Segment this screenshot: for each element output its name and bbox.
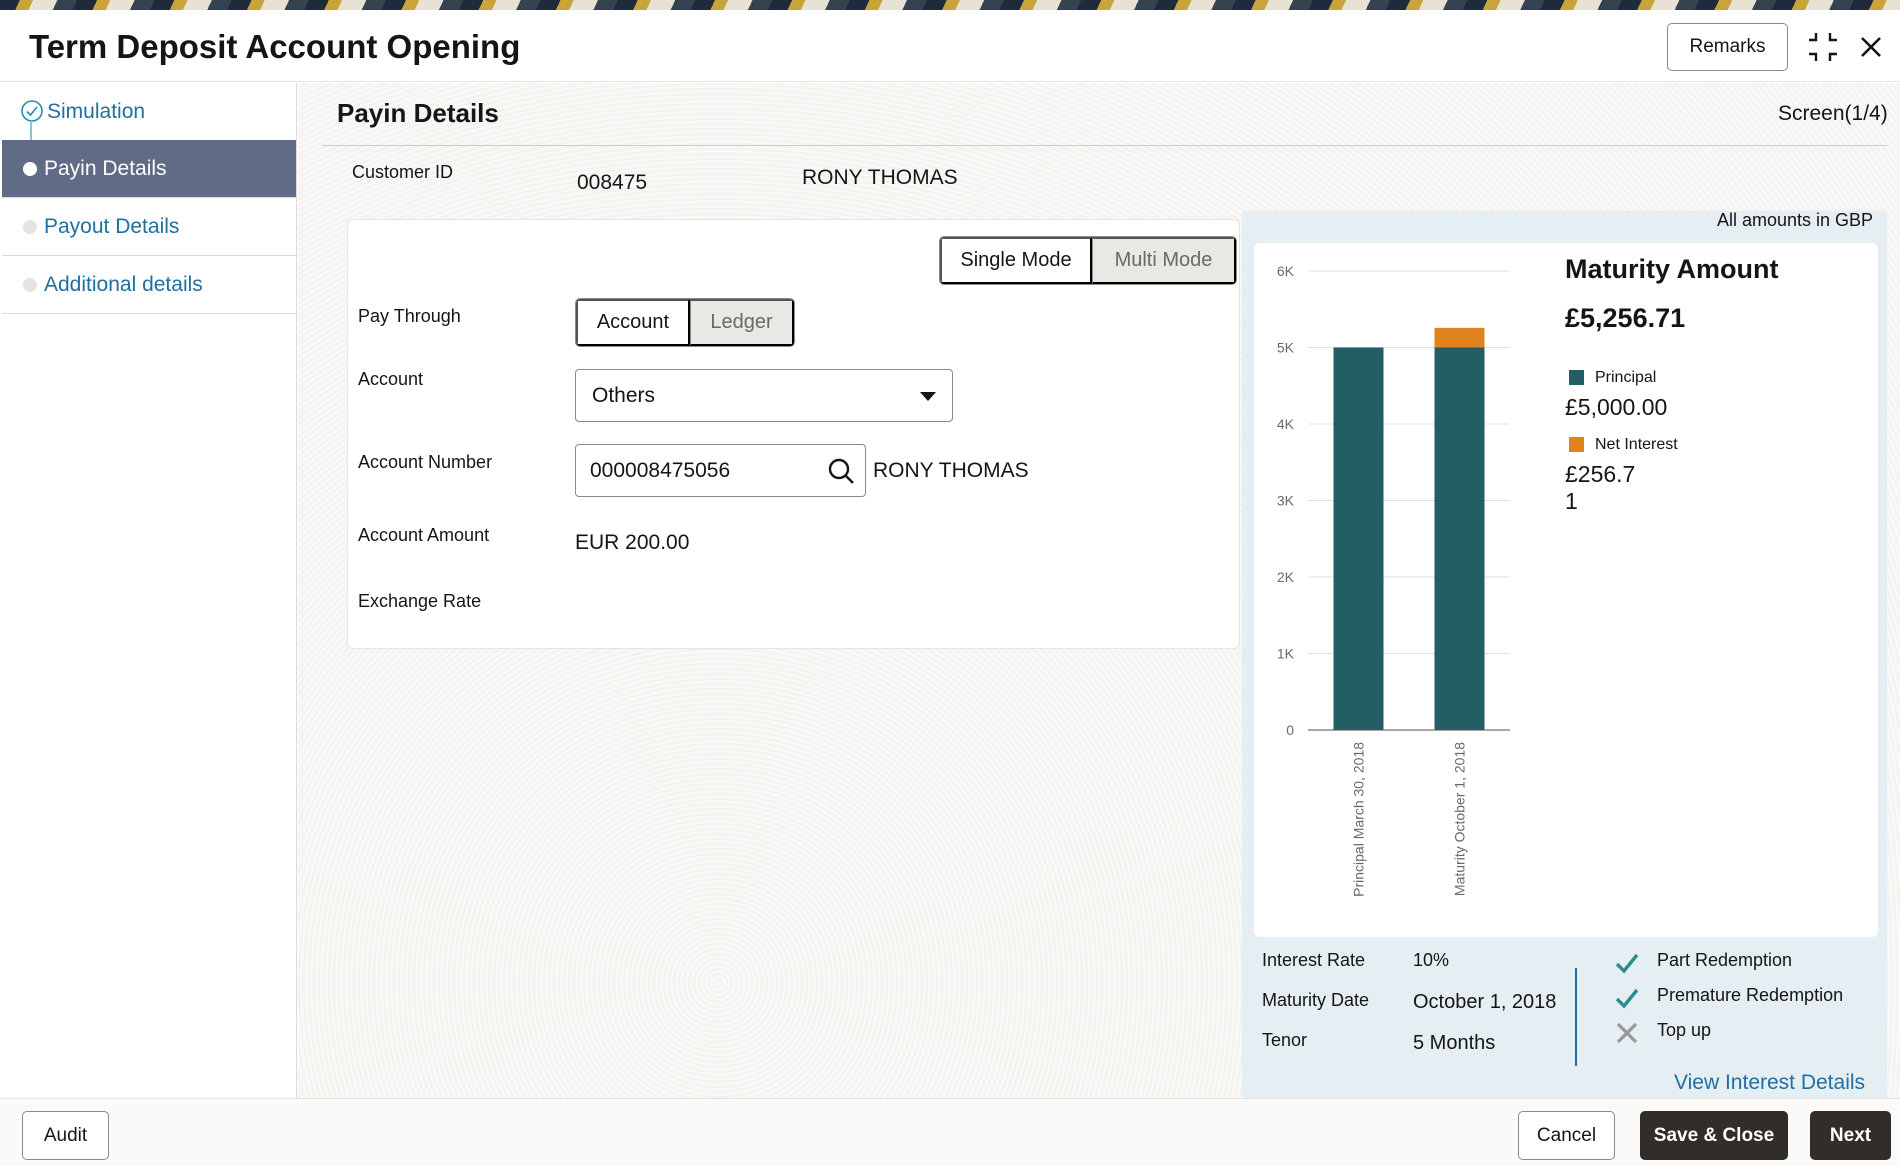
close-icon[interactable] — [1856, 32, 1886, 62]
y-tick-label: 0 — [1286, 722, 1294, 738]
account-select-value: Others — [592, 384, 656, 407]
check-circle-icon — [20, 99, 44, 123]
account-number-input[interactable] — [590, 457, 810, 485]
part-redemption-feature: Part Redemption — [1657, 950, 1793, 970]
y-tick-label: 3K — [1277, 493, 1295, 509]
bar-principal — [1434, 347, 1485, 730]
maturity-date-value: October 1, 2018 — [1413, 991, 1557, 1013]
interest-rate-value: 10% — [1413, 950, 1450, 970]
sidebar-item-label: Payout Details — [44, 214, 180, 238]
app-header: Term Deposit Account Opening Remarks — [0, 10, 1900, 82]
audit-button[interactable]: Audit — [22, 1111, 109, 1160]
account-amount-value: EUR 200.00 — [575, 531, 690, 554]
step-dot-icon — [23, 219, 37, 234]
pay-through-toggle: Account Ledger — [575, 298, 795, 347]
divider — [322, 145, 1887, 146]
premature-redemption-feature: Premature Redemption — [1657, 985, 1844, 1005]
multi-mode-button[interactable]: Multi Mode — [1091, 237, 1236, 284]
check-icon — [1614, 985, 1640, 1011]
y-tick-label: 4K — [1277, 416, 1295, 432]
currency-note: All amounts in GBP — [1717, 210, 1874, 230]
maturity-bar-chart: 0 1K 2K 3K 4K 5K 6K Principal March 30, 2018 Mat… — [1277, 263, 1510, 897]
search-icon[interactable] — [827, 457, 855, 485]
footer-bar: Audit Cancel Save & Close Next — [0, 1098, 1900, 1166]
step-dot-icon — [23, 277, 37, 292]
bar-net-interest — [1434, 327, 1485, 348]
tenor-label: Tenor — [1262, 1030, 1308, 1050]
section-title: Payin Details — [337, 98, 499, 128]
account-number-field — [575, 444, 866, 497]
sidebar-item-label: Additional details — [44, 272, 203, 296]
account-amount-label: Account Amount — [358, 525, 490, 545]
remarks-button[interactable]: Remarks — [1667, 23, 1788, 71]
y-tick-label: 1K — [1277, 646, 1295, 662]
legend-swatch-net-interest — [1569, 437, 1584, 452]
x-tick-label: Maturity October 1, 2018 — [1452, 742, 1468, 896]
account-holder-name: RONY THOMAS — [873, 459, 1029, 482]
sidebar-item-payout-details[interactable]: Payout Details — [2, 198, 296, 256]
next-button[interactable]: Next — [1810, 1111, 1891, 1160]
sidebar-item-payin-details[interactable]: Payin Details — [2, 140, 296, 198]
top-up-feature: Top up — [1657, 1020, 1712, 1040]
customer-id-value: 008475 — [577, 171, 648, 194]
account-label: Account — [358, 369, 424, 389]
sidebar-item-simulation[interactable]: Simulation — [2, 83, 296, 143]
header-banner-strip — [0, 0, 1900, 10]
legend-label-net-interest: Net Interest — [1595, 436, 1678, 453]
single-mode-button[interactable]: Single Mode — [940, 237, 1092, 284]
tenor-value: 5 Months — [1413, 1032, 1496, 1054]
legend-value-net-interest: £256.7 — [1565, 461, 1636, 487]
y-tick-label: 2K — [1277, 569, 1295, 585]
interest-rate-label: Interest Rate — [1262, 950, 1366, 970]
maturity-date-label: Maturity Date — [1262, 990, 1370, 1010]
customer-id-label: Customer ID — [352, 162, 454, 182]
collapse-icon[interactable] — [1806, 30, 1840, 64]
sidebar-item-additional-details[interactable]: Additional details — [2, 256, 296, 314]
maturity-amount-value: £5,256.71 — [1565, 303, 1686, 333]
bar-principal — [1333, 347, 1384, 730]
page-title: Term Deposit Account Opening — [29, 28, 521, 65]
check-icon — [1614, 950, 1640, 976]
summary-divider — [1575, 968, 1577, 1066]
payin-form-card — [347, 219, 1240, 649]
customer-name: RONY THOMAS — [802, 166, 958, 189]
account-select[interactable]: Others — [575, 369, 953, 422]
y-tick-label: 6K — [1277, 263, 1295, 279]
save-and-close-button[interactable]: Save & Close — [1640, 1111, 1788, 1160]
cancel-button[interactable]: Cancel — [1518, 1111, 1615, 1160]
legend-value-principal: £5,000.00 — [1565, 394, 1668, 420]
ledger-option-button[interactable]: Ledger — [689, 299, 794, 346]
account-number-label: Account Number — [358, 452, 493, 472]
step-navigation: Simulation Payin Details Payout Details … — [0, 83, 297, 1098]
legend-value-net-interest-wrap: 1 — [1565, 488, 1578, 514]
sidebar-item-label: Payin Details — [44, 156, 167, 180]
legend-swatch-principal — [1569, 370, 1584, 385]
exchange-rate-label: Exchange Rate — [358, 591, 482, 611]
account-option-button[interactable]: Account — [576, 299, 690, 346]
view-interest-details-link[interactable]: View Interest Details — [1674, 1071, 1866, 1094]
maturity-amount-title: Maturity Amount — [1565, 254, 1779, 284]
mode-toggle: Single Mode Multi Mode — [939, 236, 1237, 285]
caret-down-icon — [920, 392, 936, 401]
sidebar-item-label: Simulation — [47, 99, 146, 123]
screen-indicator: Screen(1/4) — [1778, 102, 1888, 125]
x-tick-label: Principal March 30, 2018 — [1351, 742, 1367, 897]
step-connector — [30, 121, 32, 143]
y-tick-label: 5K — [1277, 340, 1295, 356]
pay-through-label: Pay Through — [358, 306, 461, 326]
legend-label-principal: Principal — [1595, 369, 1657, 386]
cross-icon — [1614, 1020, 1640, 1046]
step-dot-icon — [23, 161, 37, 176]
